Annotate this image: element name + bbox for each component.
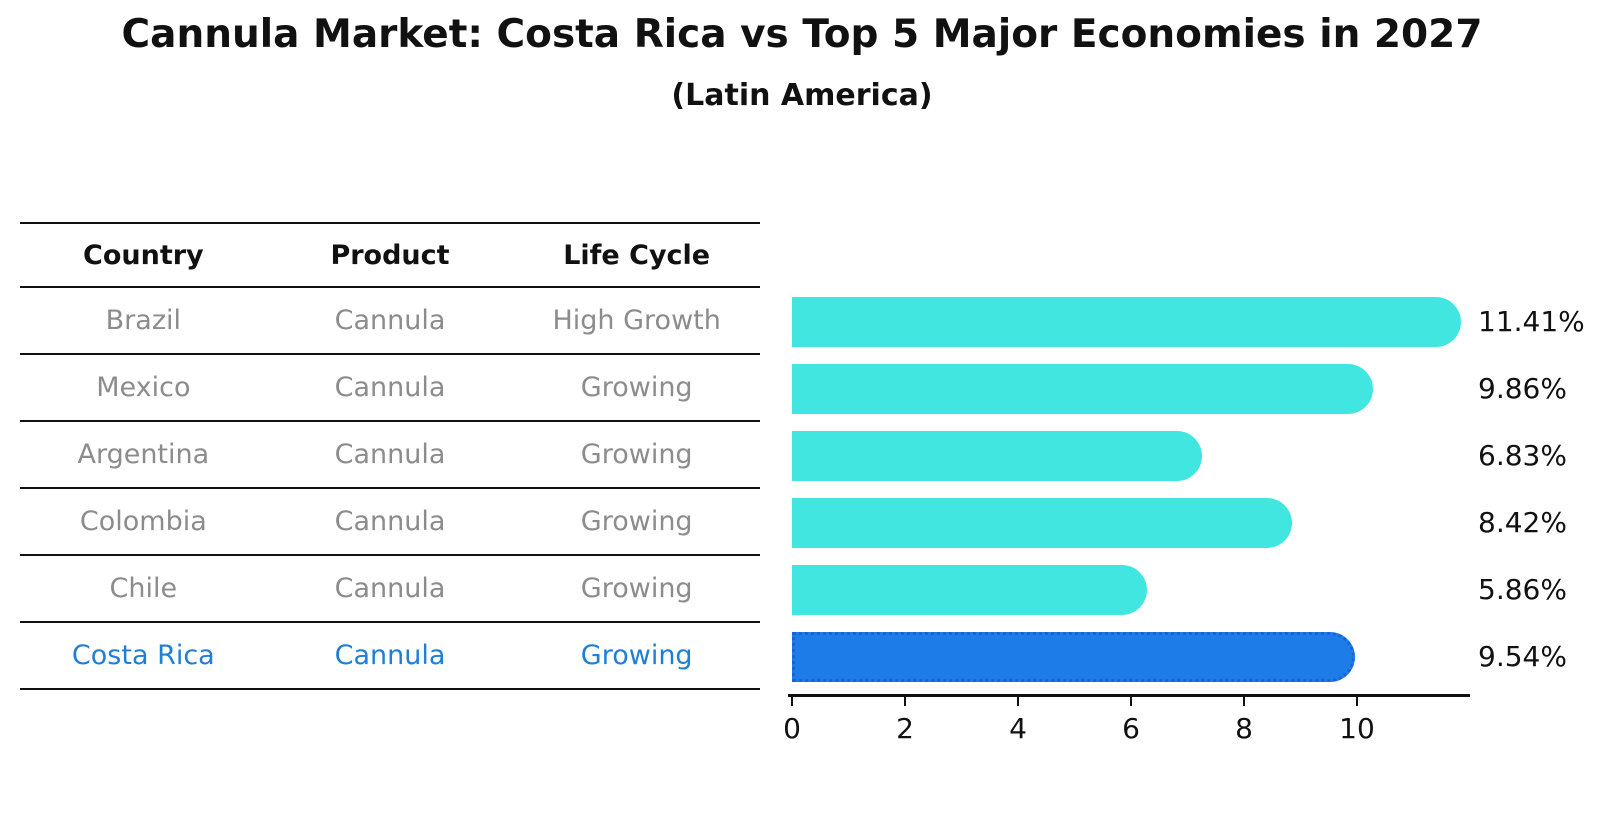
bar-value-label: 8.42%: [1478, 505, 1567, 539]
bar-value-label: 5.86%: [1478, 572, 1567, 606]
cell-product: Cannula: [334, 439, 446, 470]
table-row: Chile Cannula Growing: [20, 556, 760, 623]
cell-life-cycle: Growing: [580, 372, 693, 403]
bar-mexico: [792, 363, 1374, 414]
bar-brazil: [792, 296, 1461, 347]
bar-value-label: 11.41%: [1478, 304, 1585, 338]
x-axis-tick-mark: [1016, 696, 1020, 706]
cell-country: Brazil: [105, 305, 182, 336]
x-axis-tick-mark: [1355, 696, 1359, 706]
cell-product: Cannula: [334, 506, 446, 537]
table-row: Argentina Cannula Growing: [20, 422, 760, 489]
bar-chile: [792, 564, 1148, 615]
x-axis-tick-mark: [790, 696, 794, 706]
comparison-table: Country Product Life Cycle Brazil Cannula…: [20, 222, 760, 690]
column-header-product: Product: [330, 239, 450, 271]
bar-value-label: 6.83%: [1478, 438, 1567, 472]
x-axis-tick-label: 2: [896, 712, 914, 745]
table-row: Brazil Cannula High Growth: [20, 288, 760, 355]
cell-life-cycle: Growing: [580, 640, 693, 671]
bar-value-label: 9.86%: [1478, 371, 1567, 405]
chart-title: Cannula Market: Costa Rica vs Top 5 Majo…: [121, 12, 1483, 57]
x-axis-tick-label: 4: [1009, 712, 1027, 745]
cell-country: Costa Rica: [71, 640, 215, 671]
cell-country: Colombia: [79, 506, 207, 537]
table-row: Colombia Cannula Growing: [20, 489, 760, 556]
bar-value-label: 9.54%: [1478, 639, 1567, 673]
cell-life-cycle: High Growth: [552, 305, 721, 336]
cell-product: Cannula: [334, 640, 446, 671]
x-axis-tick-mark: [903, 696, 907, 706]
cell-product: Cannula: [334, 573, 446, 604]
x-axis-line: [788, 694, 1470, 697]
x-axis-tick-label: 8: [1235, 712, 1253, 745]
x-axis-tick-mark: [1129, 696, 1133, 706]
column-header-country: Country: [83, 239, 204, 271]
cell-life-cycle: Growing: [580, 573, 693, 604]
column-header-lifecycle: Life Cycle: [563, 239, 711, 271]
table-row: Mexico Cannula Growing: [20, 355, 760, 422]
cell-country: Chile: [109, 573, 178, 604]
x-axis-tick-label: 10: [1339, 712, 1375, 745]
bar-argentina: [792, 430, 1202, 481]
bar-highlight-costa-rica: [792, 631, 1355, 682]
cell-country: Mexico: [96, 372, 191, 403]
chart-subtitle: (Latin America): [671, 78, 933, 113]
cell-country: Argentina: [77, 439, 210, 470]
table-row: Costa Rica Cannula Growing: [20, 623, 760, 690]
cell-product: Cannula: [334, 305, 446, 336]
cell-life-cycle: Growing: [580, 439, 693, 470]
bar-colombia: [792, 497, 1292, 548]
x-axis-tick-label: 6: [1122, 712, 1140, 745]
table-body: Brazil Cannula High Growth Mexico Cannula Gro…: [20, 288, 760, 690]
table-header-row: Country Product Life Cycle: [20, 222, 760, 288]
x-axis-tick-mark: [1242, 696, 1246, 706]
x-axis-tick-label: 0: [783, 712, 801, 745]
cell-life-cycle: Growing: [580, 506, 693, 537]
cell-product: Cannula: [334, 372, 446, 403]
